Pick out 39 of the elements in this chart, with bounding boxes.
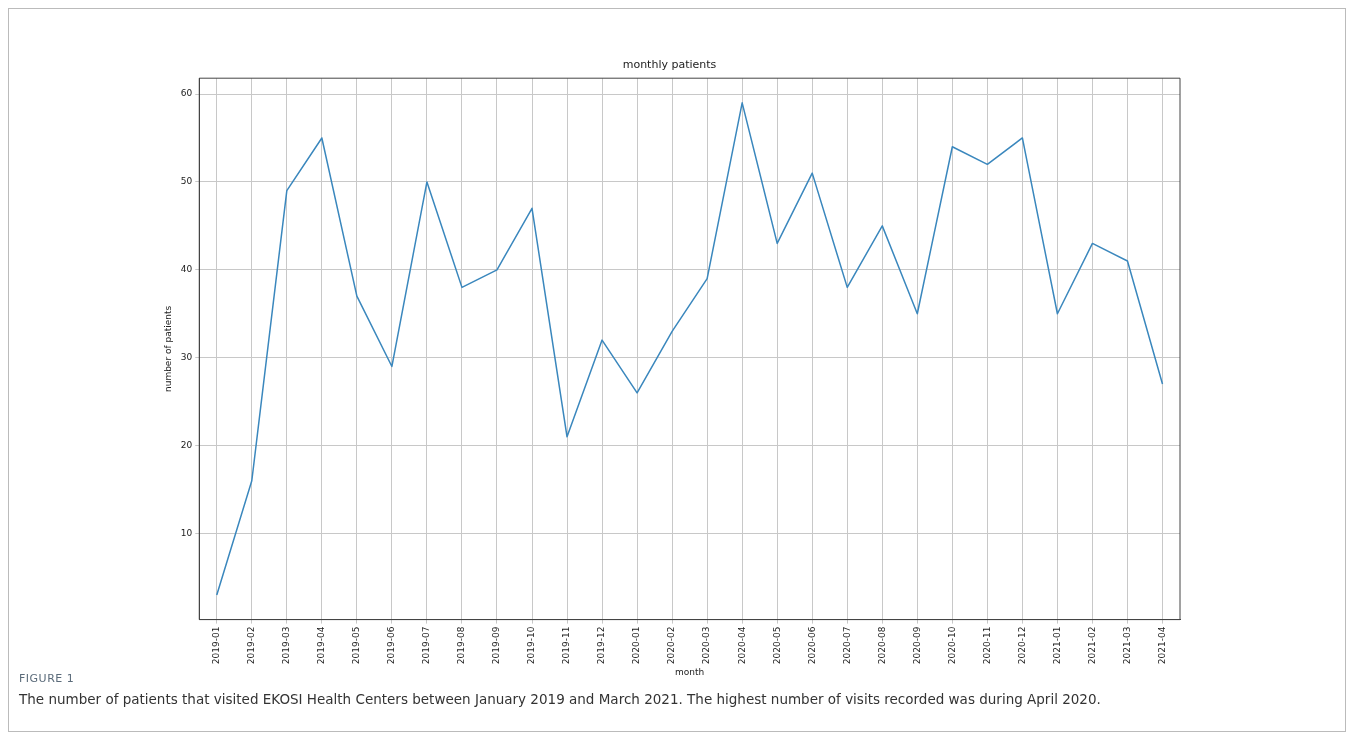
text: The number of patients that visited EKOSI Health Centers between January 2019 and March 2021. The highest number of visits recorded was during April 2020.: [19, 690, 1102, 709]
x-tick-label: 2021-02: [1086, 626, 1097, 665]
y-tick-label: 10: [180, 527, 193, 538]
x-tick-label: 2020-11: [981, 626, 992, 665]
x-tick-label: 2019-10: [526, 626, 537, 665]
x-tick-label: 2020-07: [841, 626, 852, 665]
x-tick-label: 2019-01: [211, 626, 222, 665]
x-axis-title: month: [675, 666, 705, 677]
x-tick-label: 2019-07: [421, 626, 432, 665]
x-tick-label: 2019-04: [316, 626, 327, 665]
x-tick-label: 2021-03: [1121, 626, 1132, 665]
x-tick-label: 2019-11: [561, 626, 572, 665]
x-tick-label: 2020-12: [1016, 626, 1027, 665]
y-axis-title: number of patients: [162, 305, 173, 393]
x-tick-label: 2020-01: [631, 626, 642, 665]
x-tick-label: 2020-08: [876, 626, 887, 665]
y-tick-label: 20: [180, 439, 193, 450]
y-tick-label: 30: [180, 352, 193, 363]
chart-title: monthly patients: [622, 58, 717, 72]
x-tick-label: 2020-06: [806, 626, 817, 665]
x-tick-label: 2021-01: [1051, 626, 1062, 665]
x-tick-label: 2020-02: [666, 626, 677, 665]
x-tick-label: 2021-04: [1156, 626, 1167, 665]
y-tick-label: 50: [180, 176, 193, 187]
x-tick-label: 2020-10: [946, 626, 957, 665]
x-tick-label: 2020-05: [771, 626, 782, 665]
x-tick-label: 2019-06: [386, 626, 397, 665]
x-tick-label: 2020-09: [911, 626, 922, 665]
x-tick-label: 2020-04: [736, 626, 747, 665]
x-tick-label: 2020-03: [701, 626, 712, 665]
y-tick-label: 40: [180, 264, 193, 275]
x-tick-label: 2019-05: [351, 626, 362, 665]
y-tick-label: 60: [180, 88, 193, 99]
x-tick-label: 2019-08: [456, 626, 467, 665]
caption: FIGURE 1: [19, 672, 75, 685]
x-tick-label: 2019-12: [596, 626, 607, 665]
x-tick-label: 2019-03: [281, 626, 292, 665]
x-tick-label: 2019-09: [491, 626, 502, 665]
x-tick-label: 2019-02: [246, 626, 257, 665]
